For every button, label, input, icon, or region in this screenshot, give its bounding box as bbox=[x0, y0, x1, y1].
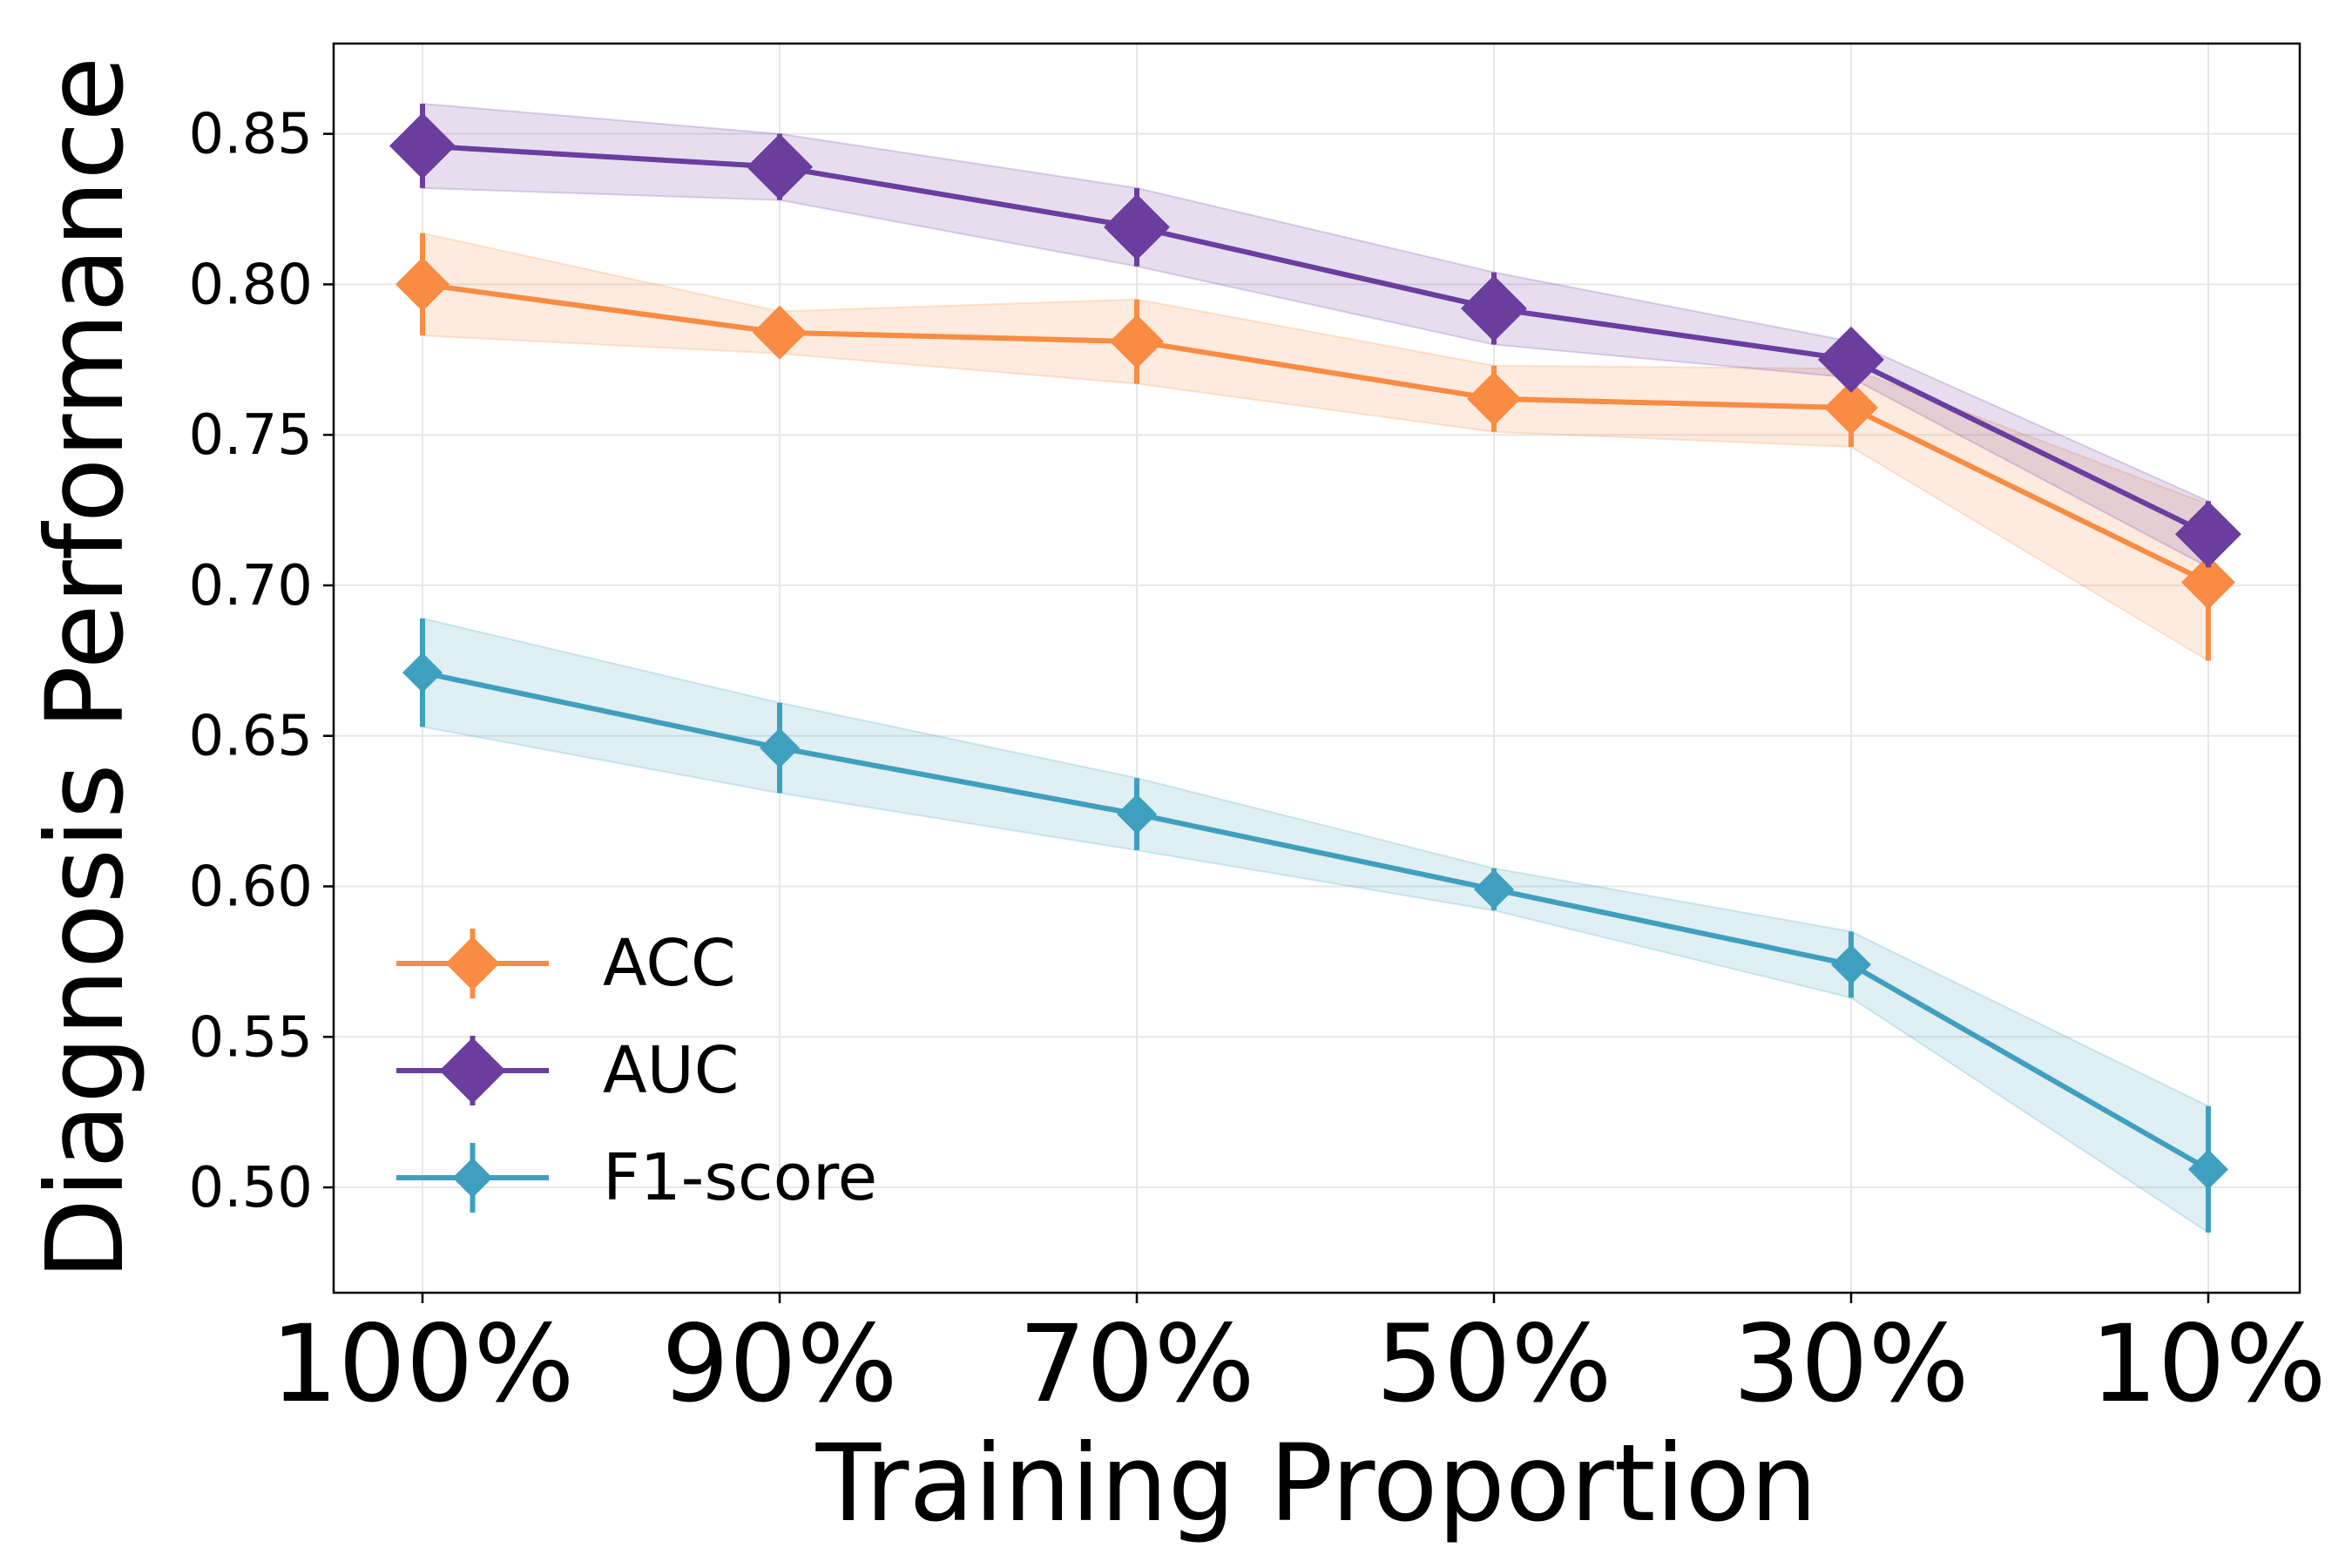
x-tick-label: 10% bbox=[2090, 1302, 2326, 1426]
data-point-acc bbox=[1110, 314, 1164, 369]
y-tick-label: 0.70 bbox=[189, 554, 314, 618]
data-point-acc bbox=[2181, 555, 2235, 610]
data-point-auc bbox=[1461, 275, 1527, 342]
plot-frame bbox=[332, 42, 2301, 1294]
y-tick-label: 0.55 bbox=[189, 1005, 314, 1070]
data-point-f1-score bbox=[1117, 794, 1157, 835]
y-tick-label: 0.80 bbox=[189, 253, 314, 317]
data-point-acc bbox=[395, 257, 449, 312]
x-tick-label: 90% bbox=[661, 1302, 897, 1426]
legend-marker-f1-score bbox=[452, 1158, 493, 1198]
legend-label-auc: AUC bbox=[603, 1033, 739, 1108]
series bbox=[389, 104, 2241, 1233]
y-tick-label: 0.50 bbox=[189, 1156, 314, 1220]
data-point-f1-score bbox=[2188, 1149, 2228, 1190]
data-point-auc bbox=[2175, 501, 2241, 568]
data-point-acc bbox=[1824, 381, 1878, 436]
series-line-f1-score bbox=[422, 670, 2210, 1172]
data-point-f1-score bbox=[1474, 868, 1514, 909]
legend: ACC AUC F1-score bbox=[396, 926, 877, 1215]
y-tick-label: 0.65 bbox=[189, 705, 314, 769]
y-axis-label: Diagnosis Performance bbox=[24, 57, 147, 1281]
data-point-auc bbox=[1818, 326, 1884, 393]
legend-marker-acc bbox=[445, 936, 500, 990]
y-tick-label: 0.75 bbox=[189, 403, 314, 468]
legend-label-acc: ACC bbox=[603, 926, 736, 1001]
data-point-auc bbox=[1104, 193, 1170, 260]
data-point-acc bbox=[1467, 371, 1521, 426]
data-point-f1-score bbox=[760, 727, 800, 768]
data-point-f1-score bbox=[1831, 944, 1871, 985]
legend-label-f1-score: F1-score bbox=[603, 1140, 877, 1215]
y-tick-label: 0.60 bbox=[189, 855, 314, 920]
x-tick-label: 100% bbox=[271, 1302, 575, 1426]
x-tick-label: 50% bbox=[1375, 1302, 1612, 1426]
x-tick-label: 30% bbox=[1733, 1302, 1969, 1426]
data-point-acc bbox=[753, 305, 807, 360]
series-line-auc bbox=[422, 143, 2210, 537]
data-point-auc bbox=[747, 133, 813, 200]
series-line-acc bbox=[422, 281, 2210, 585]
axes: 0.50 0.55 0.60 0.65 0.70 0.75 0.80 0.85 100% 90% 7… bbox=[189, 103, 2327, 1426]
data-point-auc bbox=[389, 112, 456, 179]
x-axis-label: Training Proportion bbox=[815, 1422, 1818, 1545]
y-tick-label: 0.85 bbox=[189, 103, 314, 167]
data-point-f1-score bbox=[402, 652, 443, 693]
legend-marker-auc bbox=[439, 1037, 506, 1104]
x-tick-label: 70% bbox=[1018, 1302, 1254, 1426]
